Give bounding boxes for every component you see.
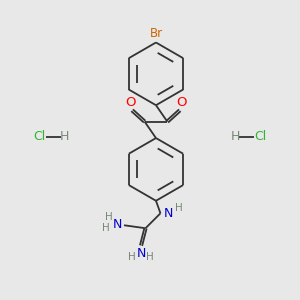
Text: H: H (105, 212, 113, 223)
Text: H: H (128, 252, 135, 262)
Text: Br: Br (149, 27, 163, 40)
Text: H: H (102, 223, 110, 232)
Text: H: H (60, 130, 70, 143)
Text: N: N (112, 218, 122, 231)
Text: N: N (164, 207, 173, 220)
Text: Cl: Cl (254, 130, 267, 143)
Text: O: O (176, 96, 186, 109)
Text: H: H (230, 130, 240, 143)
Text: Cl: Cl (33, 130, 46, 143)
Text: H: H (146, 252, 154, 262)
Text: O: O (126, 96, 136, 109)
Text: N: N (136, 247, 146, 260)
Text: H: H (176, 203, 183, 213)
